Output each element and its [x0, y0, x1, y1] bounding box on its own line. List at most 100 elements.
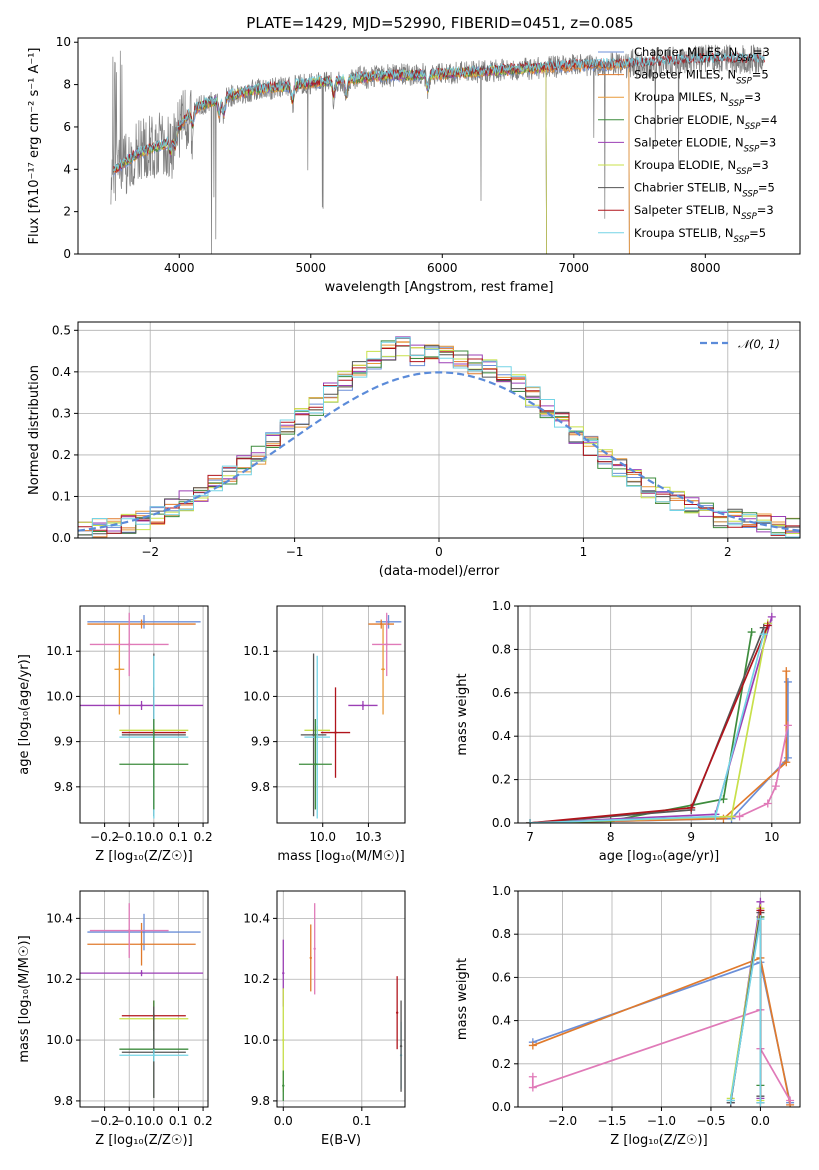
tick-label-y: 0.2 — [492, 773, 511, 787]
marker-plus — [756, 1098, 765, 1107]
tick-label-y: 10.4 — [46, 911, 73, 925]
data-point — [128, 643, 131, 646]
axes-frame — [77, 37, 801, 255]
tick-label-y: 9.8 — [251, 780, 270, 794]
tick-label-y: 6 — [63, 120, 71, 134]
plot-area-weight-vs-age — [526, 612, 792, 823]
axes-frame — [517, 890, 801, 1108]
tick-label-x: 4000 — [164, 261, 195, 275]
tick-label-x: 9 — [687, 830, 695, 844]
x-axis-label: mass [log₁₀(M/M☉)] — [277, 849, 404, 864]
marker-plus — [783, 677, 792, 686]
marker-plus — [763, 621, 772, 630]
x-axis-label: Z [log₁₀(Z/Z☉)] — [610, 1133, 707, 1148]
tick-label-y: 0.5 — [52, 323, 71, 337]
tick-label-y: 10.1 — [46, 644, 73, 658]
tick-label-x: −0.1 — [115, 1114, 144, 1128]
tick-label-x: −2.0 — [548, 1114, 577, 1128]
data-point — [316, 735, 319, 739]
tick-label-y: 4 — [63, 162, 71, 176]
tick-label-x: −1.0 — [647, 1114, 676, 1128]
marker-plus — [782, 758, 791, 767]
tick-label-x: 5000 — [296, 261, 327, 275]
legend-entry: Salpeter STELIB, NSSP=3 — [634, 203, 774, 222]
tick-label-x: −1 — [286, 545, 304, 559]
tick-label-y: 8 — [63, 78, 71, 92]
marker-plus — [526, 819, 535, 823]
tick-label-y: 10.0 — [46, 689, 73, 703]
tick-label-x: 0.2 — [194, 1114, 213, 1128]
tick-label-y: 0.0 — [52, 531, 71, 545]
legend-entry: Chabrier ELODIE, NSSP=4 — [634, 113, 777, 132]
model-spectrum-kroupa-elodie — [113, 62, 547, 254]
tick-label-y: 9.9 — [251, 735, 270, 749]
marker-plus — [711, 812, 720, 821]
tick-label-y: 10.2 — [46, 972, 73, 986]
tick-label-y: 0.0 — [492, 1100, 511, 1114]
y-axis-label: Flux [fλ10⁻¹⁷ erg cm⁻² s⁻¹ A⁻¹] — [27, 48, 42, 245]
tick-label-y: 9.8 — [54, 1094, 73, 1108]
plot-area-age-vs-Z — [80, 612, 204, 819]
marker-plus — [528, 1041, 537, 1050]
tick-label-x: 0.1 — [169, 830, 188, 844]
marker-plus — [771, 782, 780, 791]
tick-label-y: 0.4 — [492, 1014, 511, 1028]
data-point — [309, 956, 312, 960]
data-point — [387, 620, 390, 624]
marker-plus — [767, 612, 776, 621]
tick-label-x: 10.0 — [309, 830, 336, 844]
data-point — [334, 731, 337, 734]
plot-area-spectrum — [110, 44, 765, 254]
marker-plus — [687, 803, 696, 812]
axes-frame — [517, 605, 801, 824]
figure-title: PLATE=1429, MJD=52990, FIBERID=0451, z=0… — [246, 14, 633, 32]
data-point — [381, 668, 385, 671]
plot-area-weight-vs-Z — [528, 897, 795, 1107]
tick-label-y: 0.6 — [492, 686, 511, 700]
tick-label-x: 1 — [580, 545, 588, 559]
panel-age-vs-Z: −0.2−0.1 0.0 0.1 0.2 9.8 9.9 10.0 10.1 Z [log₁₀(… — [17, 605, 213, 864]
legend-entry: Kroupa STELIB, NSSP=5 — [634, 226, 766, 245]
marker-plus — [528, 1072, 537, 1081]
tick-label-x: −0.2 — [90, 830, 119, 844]
tick-label-x: 7 — [526, 830, 534, 844]
series-line-kroupa-elodie — [530, 623, 769, 823]
x-axis-label: Z [log₁₀(Z/Z☉)] — [95, 1133, 192, 1148]
marker-plus — [763, 799, 772, 808]
legend-entry: Salpeter MILES, NSSP=5 — [634, 68, 769, 87]
marker-plus — [726, 1096, 735, 1105]
data-point — [142, 620, 146, 624]
tick-label-y: 9.8 — [54, 780, 73, 794]
plot-area-mass-vs-ebv — [282, 903, 403, 1101]
data-point — [314, 763, 317, 766]
tick-label-x: −2 — [141, 545, 159, 559]
marker-plus — [528, 1083, 537, 1092]
marker-plus — [756, 915, 765, 924]
panel-weight-vs-age: 7 8 9 10 0.0 0.2 0.4 0.6 0.8 1.0 age [log₁₀(age/yr… — [455, 599, 801, 864]
tick-label-x: −0.5 — [696, 1114, 725, 1128]
data-point — [282, 1084, 285, 1087]
data-point — [140, 704, 143, 707]
panel-residuals: −2 −1 0 1 2 0.0 0.1 0.2 0.3 0.4 0.5 𝒩(0, 1) (data-mo… — [27, 321, 801, 579]
tick-label-y: 10 — [56, 35, 71, 49]
marker-plus — [783, 753, 792, 762]
data-point — [282, 1038, 285, 1042]
panel-age-vs-mass: 10.0 10.3 9.8 9.9 10.0 10.1 mass [log₁₀(M/M☉)] — [243, 605, 406, 864]
tick-label-x: −1.5 — [597, 1114, 626, 1128]
series-line-pink — [530, 725, 789, 823]
data-point — [282, 971, 285, 975]
tick-label-x: 0.0 — [274, 1114, 293, 1128]
data-point — [128, 929, 131, 932]
plot-area-age-vs-mass — [298, 612, 402, 819]
data-point — [399, 1044, 403, 1048]
series-line-chabrier-stelib — [530, 627, 765, 823]
plot-area-mass-vs-Z — [80, 903, 204, 1098]
tick-label-y: 10.2 — [243, 972, 270, 986]
legend-entry: Kroupa ELODIE, NSSP=3 — [634, 158, 769, 177]
marker-plus — [782, 667, 791, 676]
tick-label-y: 9.8 — [251, 1094, 270, 1108]
tick-label-x: 8 — [607, 830, 615, 844]
series-line-kroupa-stelib — [530, 633, 765, 823]
data-point — [152, 1054, 156, 1057]
